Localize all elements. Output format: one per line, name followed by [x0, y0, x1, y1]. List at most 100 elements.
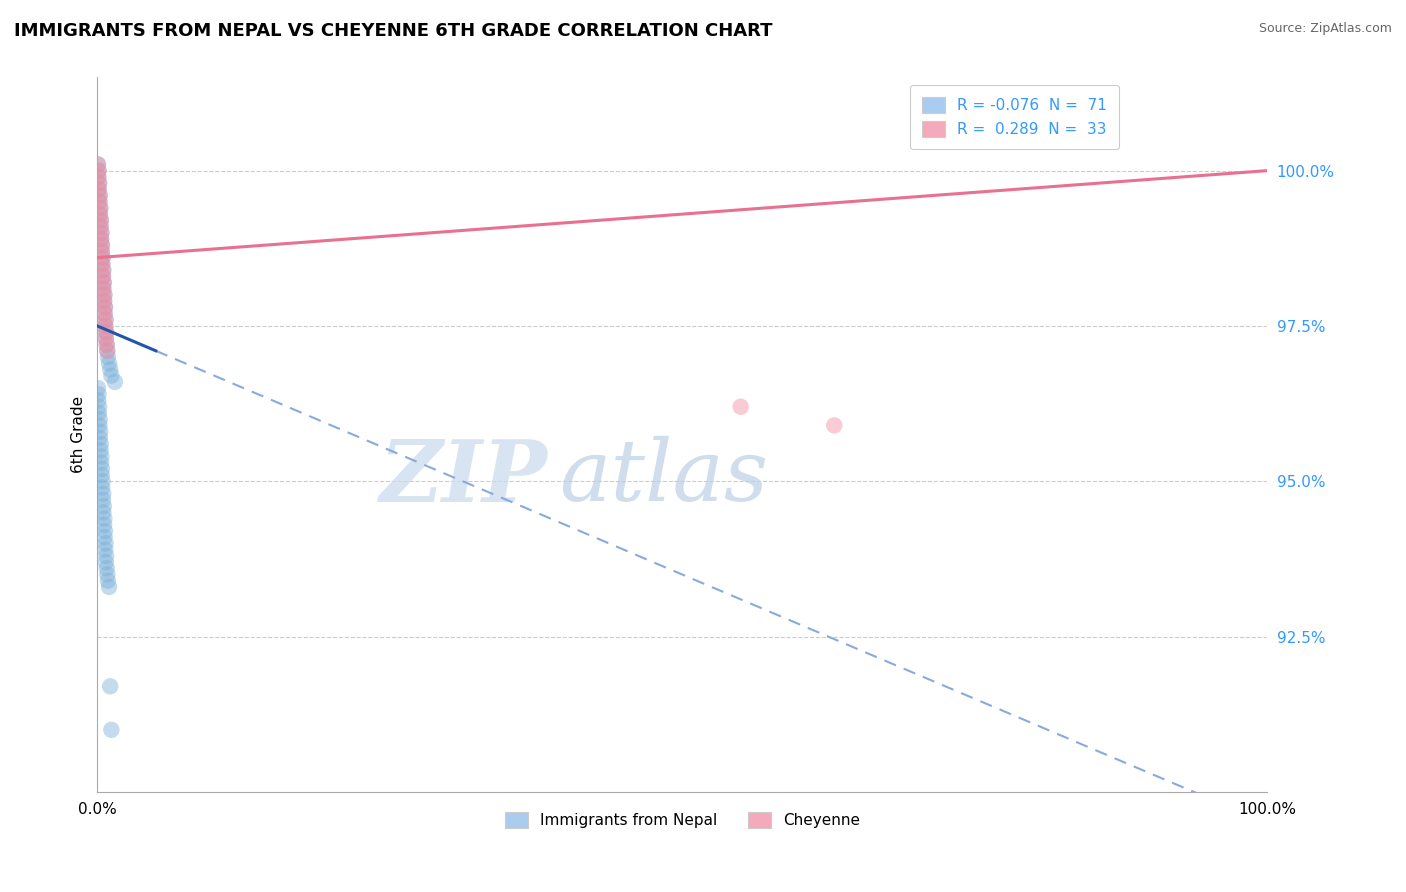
Point — [89, 188, 111, 202]
Point — [104, 375, 127, 389]
Point — [90, 456, 112, 470]
Point — [98, 356, 121, 370]
Point — [96, 343, 118, 358]
Point — [91, 238, 114, 252]
Y-axis label: 6th Grade: 6th Grade — [72, 396, 86, 474]
Point — [90, 226, 112, 240]
Point — [89, 418, 111, 433]
Point — [93, 294, 115, 309]
Point — [87, 176, 110, 190]
Point — [94, 331, 117, 345]
Point — [90, 244, 112, 259]
Point — [91, 257, 114, 271]
Point — [96, 337, 118, 351]
Point — [89, 425, 111, 439]
Point — [94, 312, 117, 326]
Point — [93, 294, 115, 309]
Point — [96, 337, 118, 351]
Point — [89, 188, 111, 202]
Point — [93, 276, 115, 290]
Point — [91, 492, 114, 507]
Point — [87, 157, 110, 171]
Point — [94, 301, 117, 315]
Point — [94, 536, 117, 550]
Point — [91, 263, 114, 277]
Point — [90, 219, 112, 234]
Point — [89, 194, 111, 209]
Point — [93, 282, 115, 296]
Point — [93, 288, 115, 302]
Point — [93, 499, 115, 513]
Point — [90, 244, 112, 259]
Point — [98, 679, 121, 693]
Point — [94, 555, 117, 569]
Point — [93, 276, 115, 290]
Point — [96, 567, 118, 582]
Point — [89, 412, 111, 426]
Point — [100, 368, 122, 383]
Point — [87, 182, 110, 196]
Point — [91, 251, 114, 265]
Point — [94, 549, 117, 563]
Legend: Immigrants from Nepal, Cheyenne: Immigrants from Nepal, Cheyenne — [499, 806, 866, 834]
Point — [87, 381, 110, 395]
Point — [96, 343, 118, 358]
Point — [87, 182, 110, 196]
Point — [93, 282, 115, 296]
Point — [87, 400, 110, 414]
Point — [91, 269, 114, 284]
Point — [90, 468, 112, 483]
Point — [94, 331, 117, 345]
Point — [89, 207, 111, 221]
Point — [96, 561, 118, 575]
Text: IMMIGRANTS FROM NEPAL VS CHEYENNE 6TH GRADE CORRELATION CHART: IMMIGRANTS FROM NEPAL VS CHEYENNE 6TH GR… — [14, 22, 772, 40]
Point — [90, 213, 112, 227]
Point — [100, 723, 122, 737]
Point — [87, 393, 110, 408]
Point — [91, 238, 114, 252]
Point — [87, 176, 110, 190]
Point — [90, 437, 112, 451]
Point — [90, 226, 112, 240]
Point — [94, 542, 117, 557]
Point — [93, 517, 115, 532]
Point — [91, 257, 114, 271]
Point — [91, 251, 114, 265]
Point — [93, 288, 115, 302]
Point — [90, 232, 112, 246]
Point — [90, 213, 112, 227]
Point — [91, 269, 114, 284]
Point — [94, 325, 117, 339]
Point — [97, 350, 120, 364]
Point — [90, 219, 112, 234]
Point — [87, 169, 110, 184]
Point — [98, 580, 121, 594]
Point — [97, 574, 120, 588]
Point — [87, 387, 110, 401]
Point — [93, 530, 115, 544]
Point — [93, 307, 115, 321]
Point — [91, 462, 114, 476]
Point — [730, 400, 752, 414]
Point — [94, 318, 117, 333]
Point — [94, 325, 117, 339]
Point — [89, 207, 111, 221]
Point — [90, 232, 112, 246]
Point — [98, 362, 121, 376]
Point — [91, 263, 114, 277]
Point — [87, 169, 110, 184]
Point — [89, 201, 111, 215]
Point — [89, 194, 111, 209]
Text: Source: ZipAtlas.com: Source: ZipAtlas.com — [1258, 22, 1392, 36]
Point — [93, 307, 115, 321]
Point — [89, 201, 111, 215]
Point — [87, 163, 110, 178]
Point — [94, 318, 117, 333]
Point — [93, 505, 115, 519]
Point — [94, 301, 117, 315]
Point — [823, 418, 845, 433]
Point — [91, 487, 114, 501]
Point — [91, 481, 114, 495]
Point — [93, 511, 115, 525]
Point — [87, 157, 110, 171]
